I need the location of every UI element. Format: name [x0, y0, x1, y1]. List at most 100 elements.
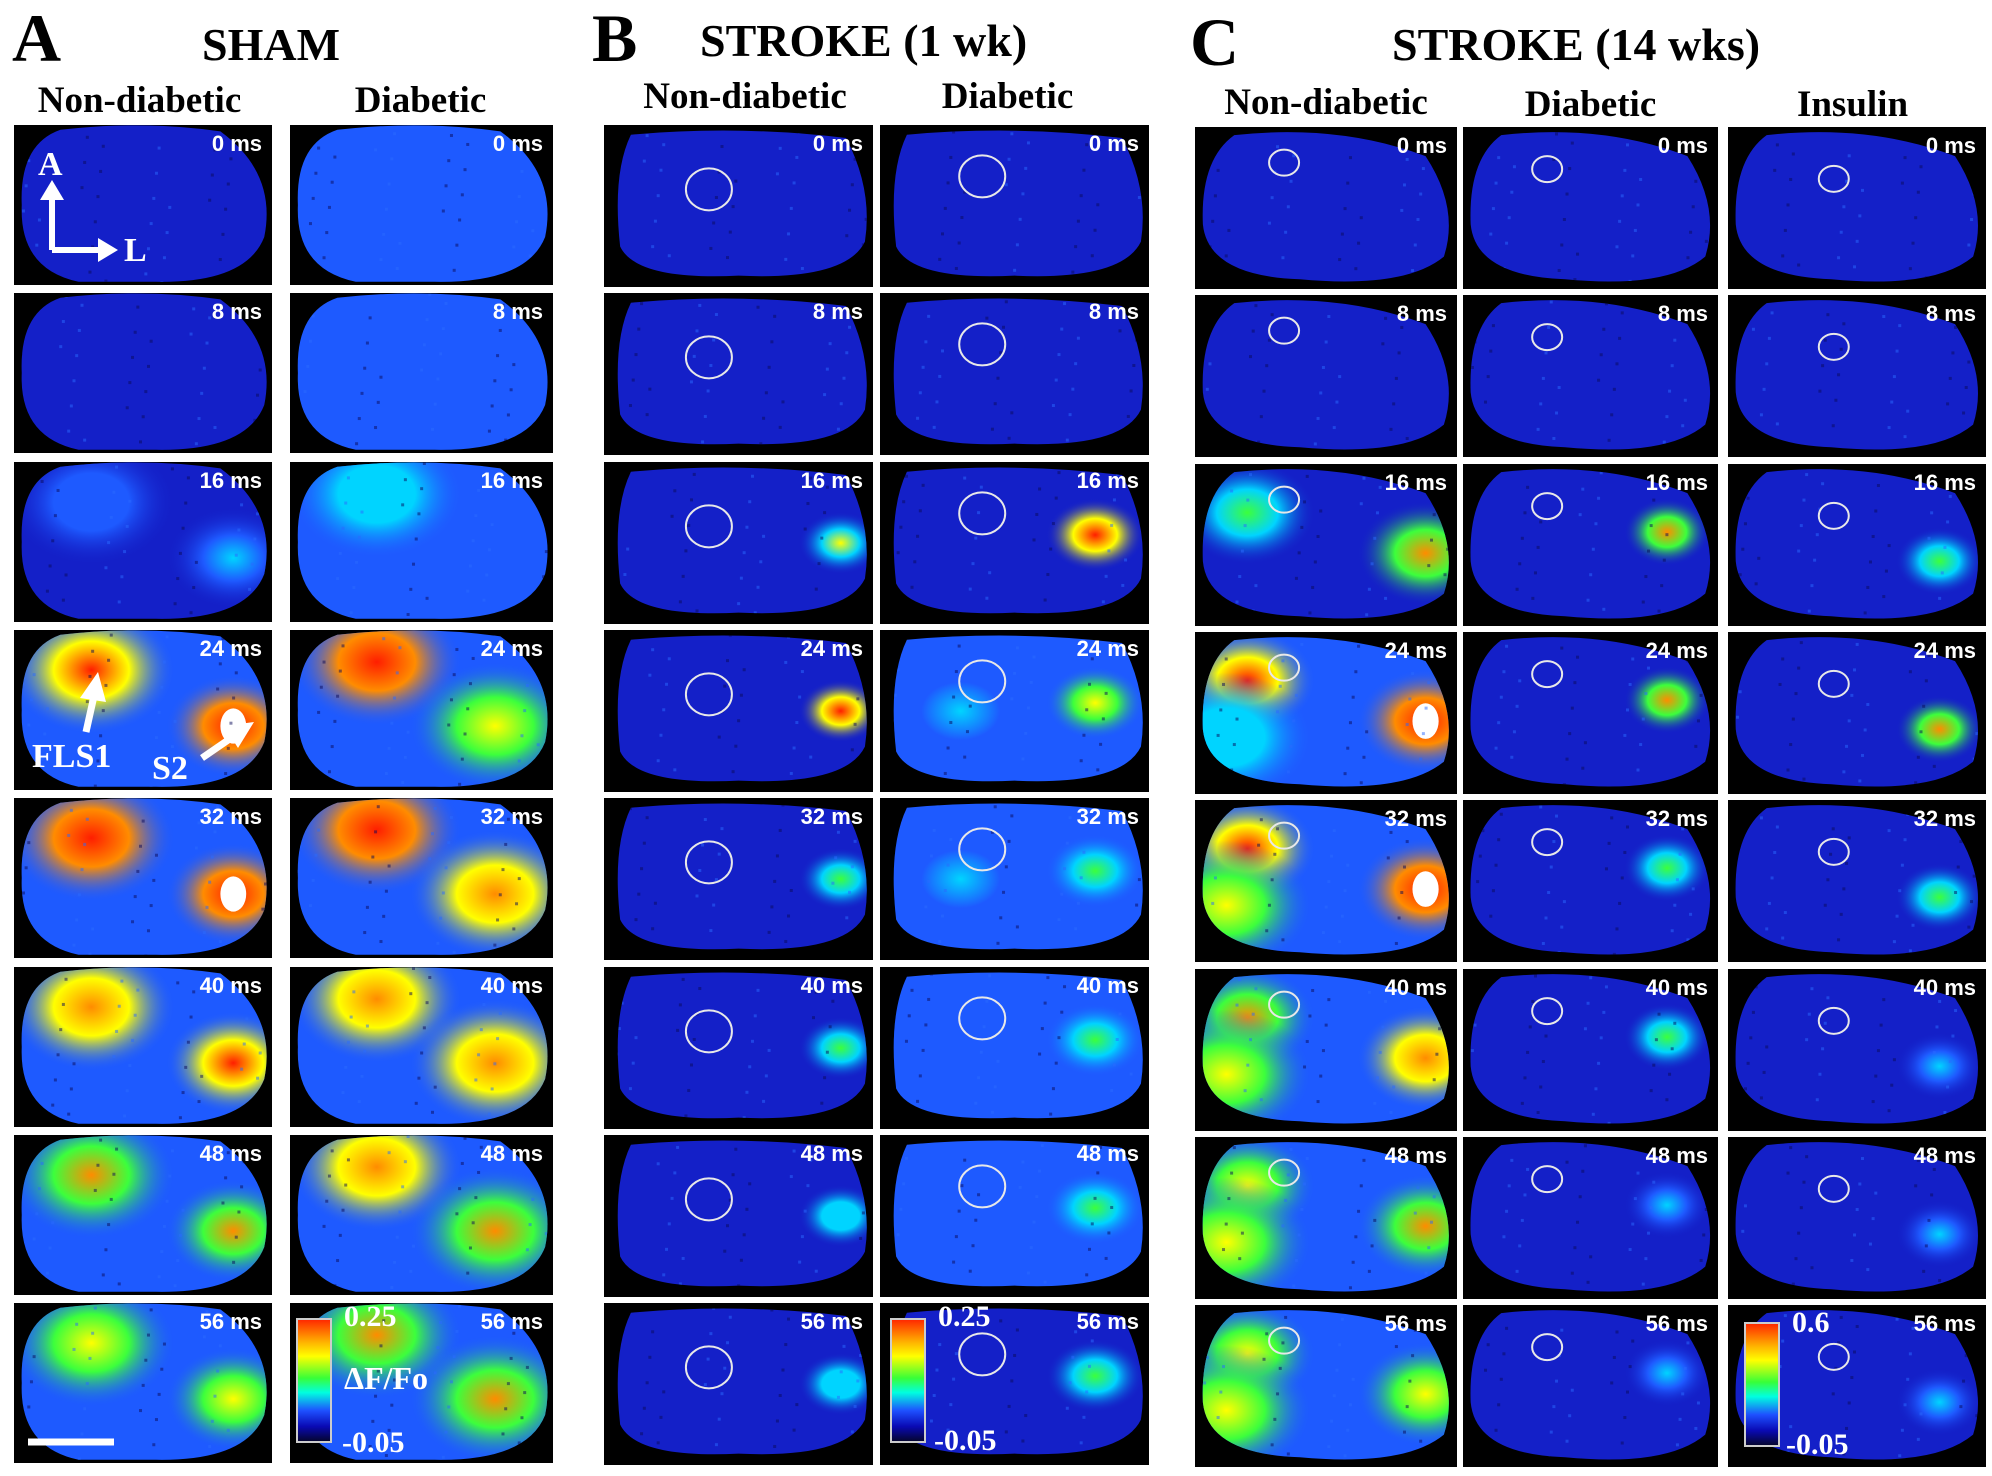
brain-image-tile: 48 ms: [604, 1134, 873, 1297]
roi-circle: [1531, 1164, 1564, 1193]
timepoint-label: 16 ms: [1076, 467, 1139, 493]
brain-image-tile: 32 ms: [1195, 800, 1457, 963]
timepoint-label: 32 ms: [800, 804, 863, 830]
timepoint-label: 40 ms: [1076, 972, 1139, 998]
timepoint-label: 32 ms: [1384, 806, 1447, 832]
roi-circle: [958, 827, 1007, 872]
col-header-a-diabetic: Diabetic: [354, 80, 487, 121]
brain-image-tile: 0 ms: [1195, 127, 1457, 289]
brain-image-tile: 16 ms: [290, 461, 553, 622]
timepoint-label: 16 ms: [1384, 469, 1447, 495]
brain-image-tile: 48 ms: [14, 1134, 272, 1295]
timepoint-label: 0 ms: [812, 131, 863, 156]
brain-image-tile: 24 ms: [1195, 631, 1457, 794]
timepoint-label: 24 ms: [1384, 637, 1447, 663]
timepoint-label: 48 ms: [800, 1140, 863, 1166]
brain-image-tile: 0 ms: [1463, 127, 1718, 289]
timepoint-label: 0 ms: [1088, 131, 1139, 156]
timepoint-label: 48 ms: [1076, 1140, 1139, 1166]
timepoint-label: 24 ms: [1913, 637, 1976, 663]
timepoint-label: 40 ms: [199, 972, 262, 998]
timepoint-label: 16 ms: [800, 467, 863, 493]
timepoint-label: 8 ms: [1396, 301, 1447, 327]
roi-circle: [958, 659, 1007, 704]
timepoint-label: 48 ms: [1645, 1142, 1708, 1168]
roi-circle: [1268, 1158, 1301, 1187]
timepoint-label: 24 ms: [199, 635, 262, 661]
timepoint-label: 0 ms: [1657, 133, 1708, 158]
brain-image-tile: 48 ms: [1728, 1136, 1986, 1299]
timepoint-label: 40 ms: [800, 972, 863, 998]
roi-circle: [958, 1332, 1007, 1377]
brain-image-tile: 8 ms: [1463, 295, 1718, 458]
panel-label-c: C: [1190, 4, 1240, 80]
panel-title-stroke-1wk: STROKE (1 wk): [700, 15, 1028, 66]
roi-circle: [958, 490, 1007, 535]
col-header-c-nondiabetic: Non-diabetic: [1224, 82, 1428, 123]
colorbar-c-max: 0.6: [1792, 1306, 1830, 1339]
roi-circle: [684, 1177, 733, 1222]
colorbar-c-min: -0.05: [1786, 1428, 1849, 1461]
brain-image-tile: 48 ms: [290, 1134, 553, 1295]
panel-title-sham: SHAM: [202, 19, 340, 70]
brain-image-tile: 40 ms: [1728, 968, 1986, 1131]
roi-circle: [1531, 828, 1564, 857]
col-header-b-diabetic: Diabetic: [941, 76, 1074, 117]
timepoint-label: 56 ms: [199, 1309, 262, 1335]
roi-circle: [1268, 316, 1301, 345]
brain-image-tile: 8 ms: [290, 293, 553, 454]
timepoint-label: 8 ms: [1657, 301, 1708, 327]
roi-circle: [684, 672, 733, 717]
brain-image-tile: 8 ms: [604, 293, 873, 456]
brain-image-tile: 32 ms: [880, 798, 1149, 961]
timepoint-label: 48 ms: [199, 1140, 262, 1166]
axis-lateral-label: L: [124, 232, 147, 269]
timepoint-label: 48 ms: [480, 1140, 543, 1166]
roi-circle: [684, 1008, 733, 1053]
timepoint-label: 8 ms: [211, 299, 262, 325]
timepoint-label: 0 ms: [492, 131, 543, 156]
colorbar-b-min: -0.05: [934, 1424, 997, 1457]
colorbar-a-max: 0.25: [344, 1300, 397, 1333]
brain-image-tile: 56 ms: [604, 1303, 873, 1466]
col-header-b-nondiabetic: Non-diabetic: [643, 76, 847, 117]
panel-label-a: A: [12, 0, 62, 76]
col-header-c-insulin: Insulin: [1796, 84, 1909, 125]
roi-circle: [1268, 821, 1301, 850]
brain-image-tile: 16 ms: [604, 461, 873, 624]
brain-image-tile: 32 ms: [290, 798, 553, 959]
roi-circle: [684, 1345, 733, 1390]
timepoint-label: 24 ms: [800, 635, 863, 661]
timepoint-label: 24 ms: [1645, 637, 1708, 663]
timepoint-label: 0 ms: [1925, 133, 1976, 158]
timepoint-label: 32 ms: [1645, 806, 1708, 832]
brain-image-tile: 32 ms: [14, 798, 272, 959]
brain-image-tile: 0 ms: [14, 125, 272, 285]
colorbar-a-label: ΔF/Fo: [344, 1360, 429, 1396]
colorbar-b: [890, 1318, 926, 1443]
roi-circle: [1817, 838, 1850, 867]
colorbar-b-max: 0.25: [938, 1300, 991, 1333]
roi-circle: [1268, 485, 1301, 514]
roi-circle: [1531, 996, 1564, 1025]
timepoint-label: 32 ms: [199, 804, 262, 830]
roi-circle: [1531, 155, 1564, 184]
roi-circle: [1817, 164, 1850, 193]
brain-image-tile: 56 ms: [1463, 1305, 1718, 1468]
timepoint-label: 48 ms: [1384, 1142, 1447, 1168]
brain-image-tile: 32 ms: [604, 798, 873, 961]
brain-image-tile: 40 ms: [290, 966, 553, 1127]
roi-circle: [1817, 1174, 1850, 1203]
region-label-fls1: FLS1: [32, 738, 112, 775]
timepoint-label: 24 ms: [1076, 635, 1139, 661]
timepoint-label: 40 ms: [480, 972, 543, 998]
roi-circle: [1817, 1342, 1850, 1371]
roi-circle: [1268, 653, 1301, 682]
brain-image-tile: 0 ms: [1728, 127, 1986, 289]
brain-image-tile: 24 ms: [604, 629, 873, 792]
timepoint-label: 56 ms: [800, 1309, 863, 1335]
colorbar-a-min: -0.05: [342, 1426, 405, 1459]
timepoint-label: 56 ms: [1076, 1309, 1139, 1335]
roi-circle: [1531, 491, 1564, 520]
timepoint-label: 0 ms: [1396, 133, 1447, 158]
